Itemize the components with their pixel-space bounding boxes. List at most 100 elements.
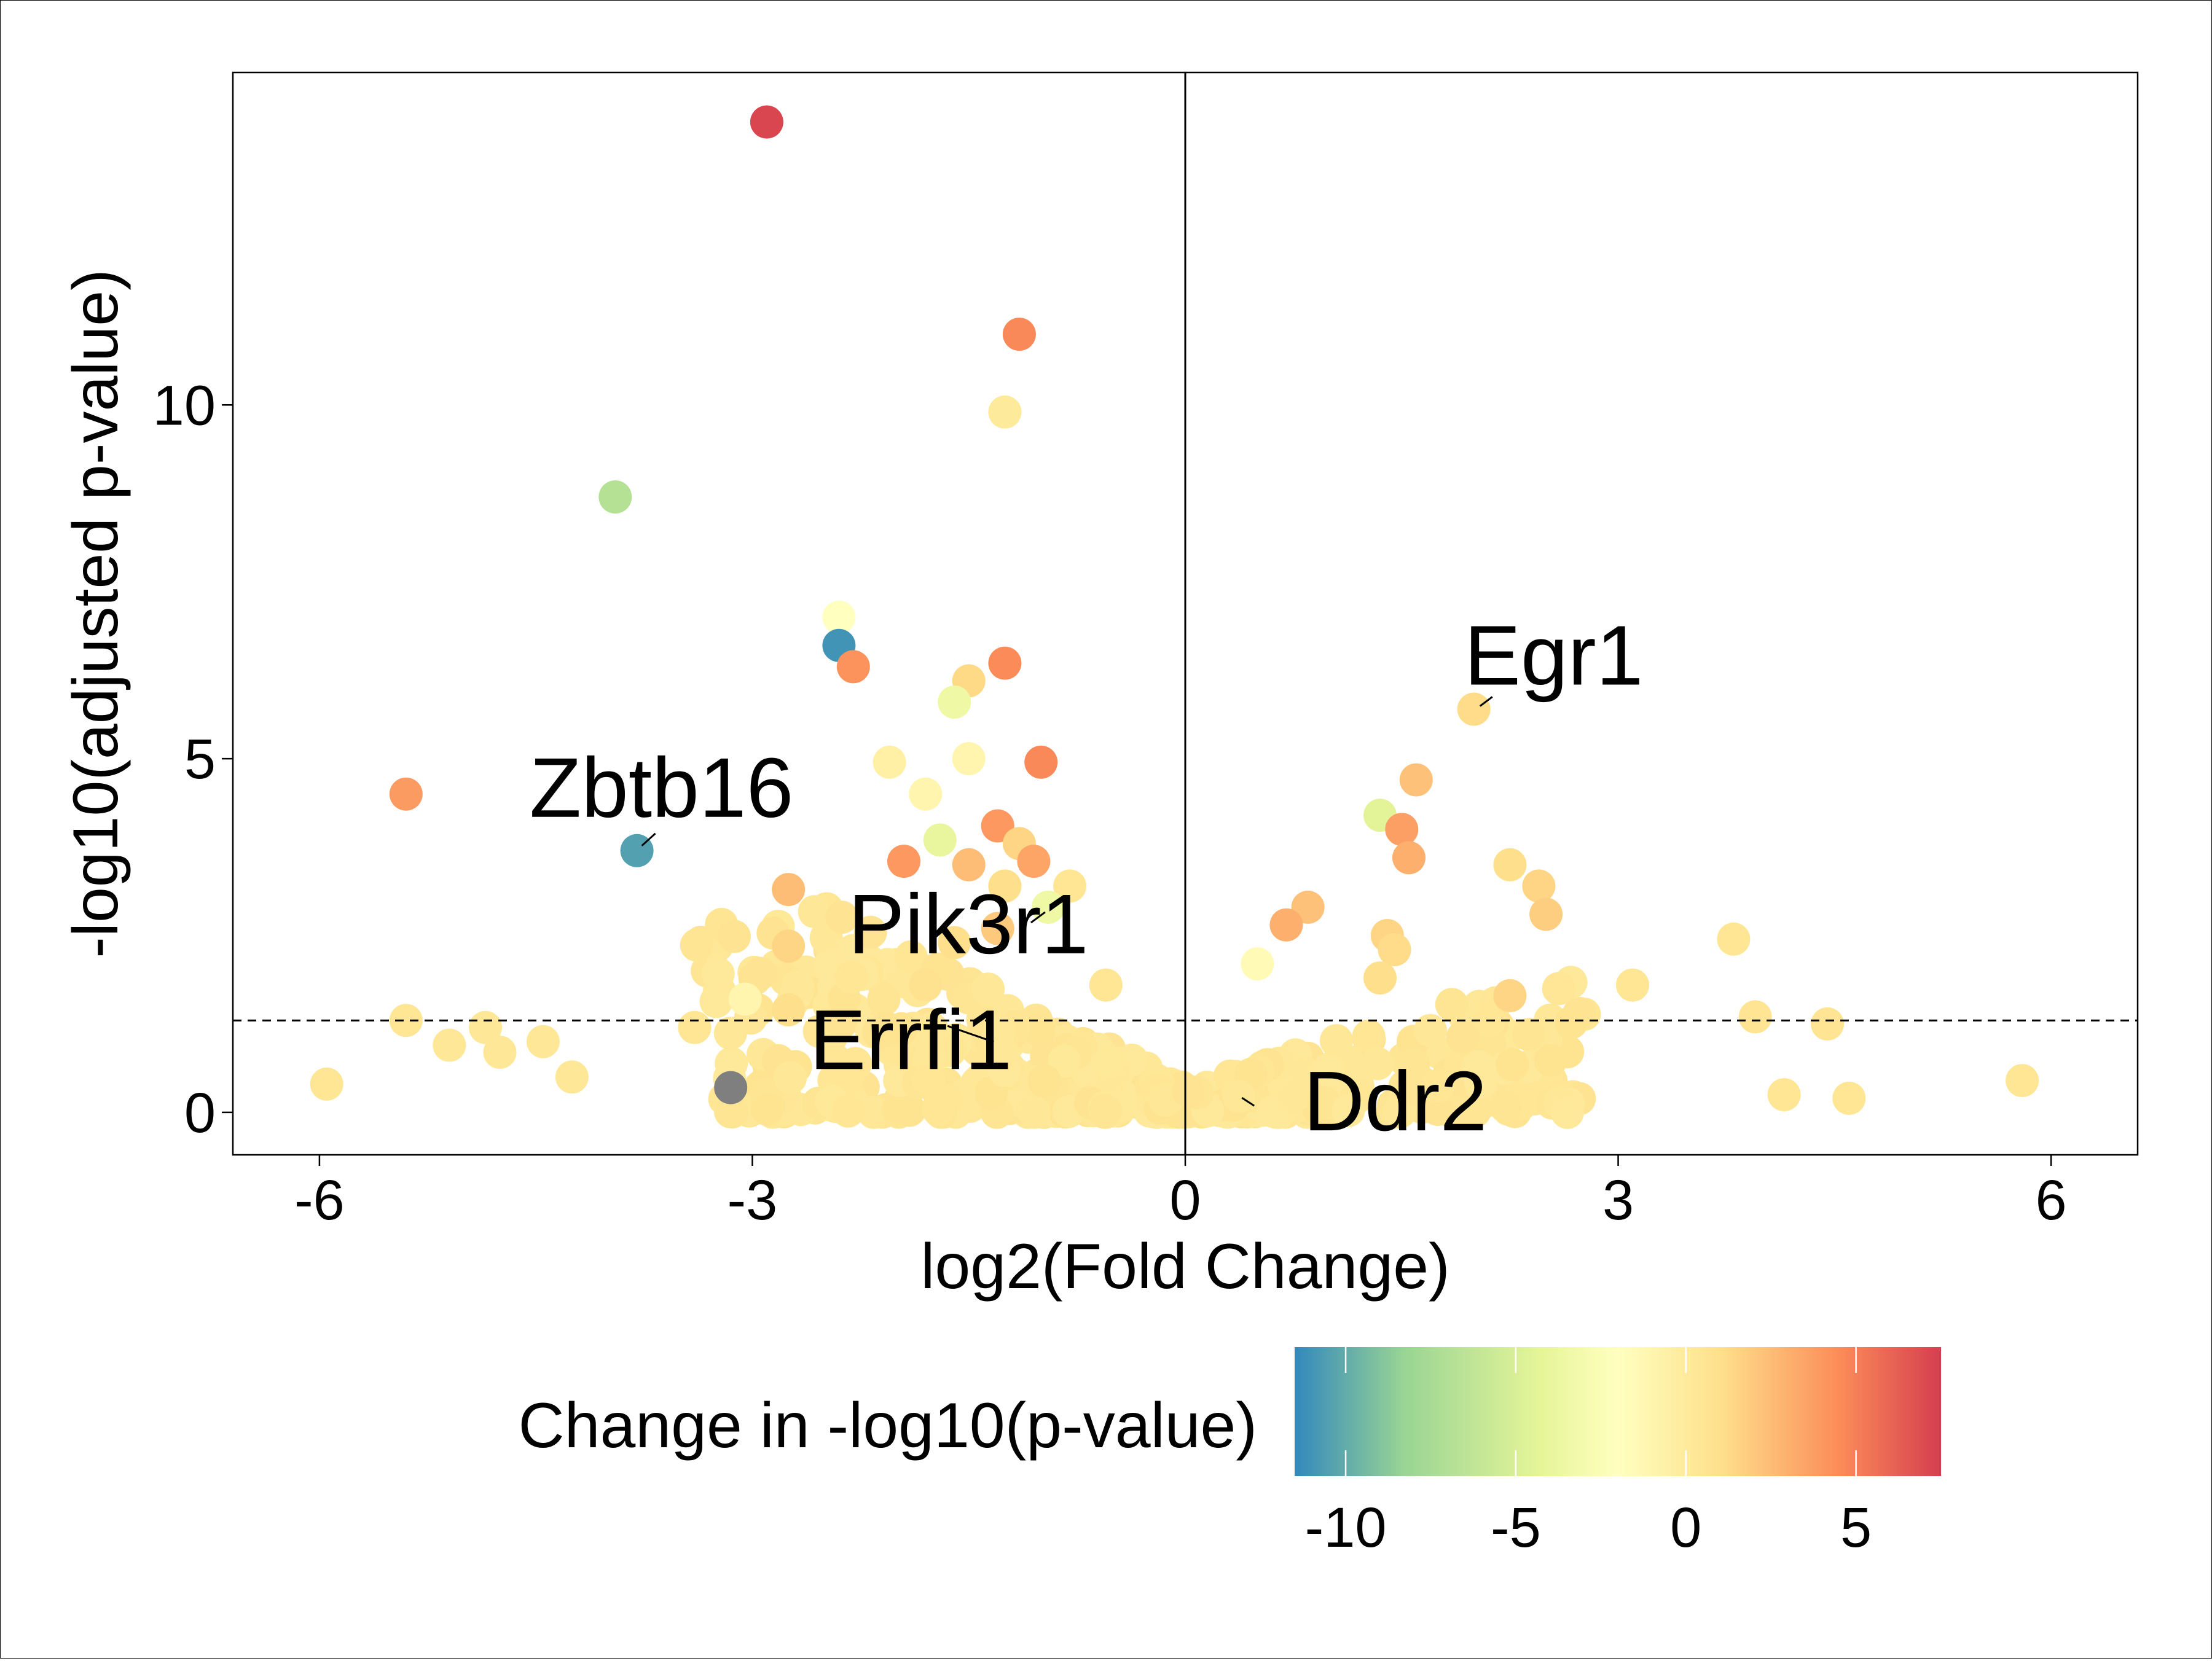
background-point — [1534, 1044, 1567, 1077]
background-point — [715, 1095, 749, 1129]
data-point — [822, 600, 856, 634]
x-tick-label: -6 — [294, 1169, 345, 1232]
background-point — [798, 895, 831, 929]
background-point — [680, 928, 713, 962]
data-point — [1378, 933, 1411, 966]
data-point — [772, 929, 806, 963]
background-point — [1312, 1053, 1346, 1087]
background-point — [1022, 1014, 1056, 1047]
background-point — [835, 960, 868, 994]
background-point — [862, 1016, 895, 1050]
data-point — [1017, 845, 1051, 878]
data-point — [988, 646, 1022, 680]
y-tick-label: 0 — [184, 1082, 216, 1144]
x-tick-label: 3 — [1602, 1169, 1634, 1232]
background-point — [1360, 1047, 1394, 1081]
data-point — [555, 1060, 589, 1094]
data-point — [750, 105, 783, 139]
data-point — [1363, 961, 1397, 995]
color-bar-tick-label: -10 — [1305, 1496, 1387, 1559]
data-point — [469, 1010, 502, 1044]
data-point — [836, 650, 870, 684]
background-point — [1496, 1048, 1529, 1082]
color-bar-tick-label: -5 — [1491, 1496, 1541, 1559]
background-point — [750, 1092, 784, 1126]
data-point — [678, 1010, 712, 1044]
color-bar-tick-label: 0 — [1670, 1496, 1701, 1559]
gene-label-leader — [947, 1025, 994, 1043]
gene-label: Zbtb16 — [530, 741, 794, 835]
background-point — [1512, 1018, 1545, 1052]
background-point — [915, 1012, 949, 1045]
data-point — [772, 873, 806, 907]
data-point — [310, 1067, 343, 1101]
gene-label: Ddr2 — [1303, 1054, 1487, 1149]
data-point — [952, 742, 986, 776]
data-point — [1529, 897, 1563, 931]
y-tick-label: 5 — [184, 728, 216, 791]
data-point — [2006, 1064, 2039, 1098]
background-point — [699, 985, 733, 1018]
background-point — [1550, 1095, 1584, 1129]
data-point — [1269, 908, 1303, 942]
background-point — [1092, 1045, 1126, 1079]
data-points — [310, 105, 2039, 1115]
data-point — [1767, 1078, 1801, 1112]
background-point — [1421, 1093, 1455, 1127]
data-point — [1457, 692, 1491, 726]
x-tick-label: 0 — [1169, 1169, 1201, 1232]
data-point — [389, 777, 423, 811]
background-point — [774, 1061, 807, 1095]
color-bar — [1295, 1347, 1941, 1476]
background-point — [1446, 1020, 1480, 1054]
background-point — [1171, 1074, 1205, 1108]
data-point — [909, 777, 943, 811]
gene-label-leader — [1030, 911, 1046, 924]
background-point — [1542, 972, 1575, 1006]
gene-label: Egr1 — [1464, 608, 1644, 703]
background-point — [1555, 1006, 1588, 1039]
data-point — [923, 823, 957, 857]
data-point — [1392, 841, 1426, 875]
gene-label-leader — [641, 832, 656, 846]
data-point — [1399, 763, 1433, 797]
background-point — [1332, 1093, 1365, 1127]
data-point — [728, 982, 762, 1016]
data-point — [1053, 869, 1087, 903]
background-point — [853, 915, 887, 949]
gene-label: Errfi1 — [809, 993, 1012, 1087]
data-point — [1024, 745, 1058, 779]
data-point — [1002, 318, 1036, 351]
gene-label: Pik3r1 — [848, 877, 1088, 972]
data-point — [526, 1025, 560, 1058]
data-point — [389, 1004, 423, 1038]
data-point — [887, 845, 920, 878]
data-point — [1717, 922, 1751, 956]
background-point — [1421, 1069, 1455, 1103]
background-point — [921, 1092, 955, 1126]
x-axis: -6 -3 0 3 6 — [294, 1155, 2067, 1232]
data-point — [981, 912, 1014, 945]
background-point — [1320, 1024, 1353, 1058]
background-point — [1222, 1079, 1256, 1113]
data-point — [938, 686, 971, 719]
data-point — [1811, 1007, 1845, 1041]
x-axis-title: log2(Fold Change) — [920, 1231, 1449, 1302]
data-point — [598, 480, 632, 514]
y-axis-title: -log10(adjusted p-value) — [60, 269, 131, 958]
background-point — [1018, 1095, 1051, 1129]
data-point — [1493, 979, 1527, 1012]
gene-labels: Zbtb16 Pik3r1 Errfi1 Ddr2 Egr1 — [530, 608, 1644, 1149]
y-tick-label: 10 — [153, 374, 216, 437]
data-point — [909, 968, 943, 1002]
background-point — [718, 920, 751, 953]
background-point — [1464, 1066, 1498, 1100]
data-point — [772, 993, 806, 1026]
data-point — [714, 1071, 748, 1104]
background-point — [1027, 1064, 1061, 1098]
data-point — [873, 745, 906, 779]
data-point — [938, 926, 971, 959]
background-point — [831, 1094, 865, 1128]
